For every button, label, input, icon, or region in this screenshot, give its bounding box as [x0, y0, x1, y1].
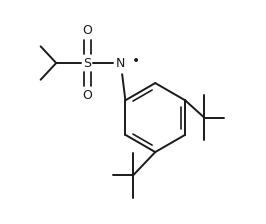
Text: •: • [131, 54, 140, 68]
Text: O: O [82, 89, 92, 102]
Text: S: S [83, 56, 91, 69]
Text: N: N [116, 56, 126, 69]
Text: O: O [82, 24, 92, 37]
